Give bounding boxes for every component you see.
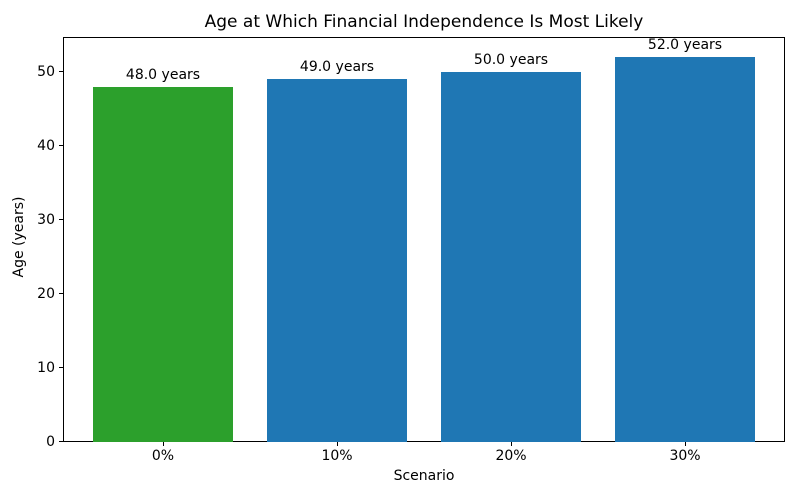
x-tick-mark — [685, 442, 686, 446]
y-tick-mark — [59, 366, 63, 368]
x-tick-mark — [511, 442, 512, 446]
x-tick-mark — [337, 442, 338, 446]
bar-3 — [615, 56, 755, 442]
y-axis-label: Age (years) — [11, 196, 27, 278]
bar-value-label: 49.0 years — [299, 59, 375, 76]
x-tick-mark — [163, 442, 164, 446]
y-tick-label: 10 — [37, 359, 55, 376]
x-axis-label: Scenario — [393, 468, 455, 484]
y-tick-mark — [59, 218, 63, 220]
x-tick-label: 10% — [321, 448, 353, 464]
y-tick-mark — [59, 441, 63, 442]
y-tick-label: 40 — [37, 137, 55, 154]
y-tick-label: 20 — [37, 285, 55, 302]
y-tick-label: 0 — [46, 434, 55, 450]
bar-1 — [267, 79, 407, 442]
y-tick-label: 50 — [37, 63, 55, 80]
bar-2 — [441, 71, 581, 442]
y-tick-mark — [59, 144, 63, 146]
chart-title: Age at Which Financial Independence Is M… — [204, 12, 644, 32]
bar-value-label: 48.0 years — [125, 66, 201, 83]
bar-value-label: 52.0 years — [647, 36, 723, 53]
bar-0 — [93, 86, 233, 442]
x-tick-label: 30% — [669, 448, 701, 464]
y-tick-mark — [59, 292, 63, 294]
bar-value-label: 50.0 years — [473, 51, 549, 68]
x-tick-label: 20% — [495, 448, 527, 464]
y-tick-mark — [59, 70, 63, 72]
x-tick-label: 0% — [151, 448, 175, 464]
y-tick-label: 30 — [37, 211, 55, 228]
